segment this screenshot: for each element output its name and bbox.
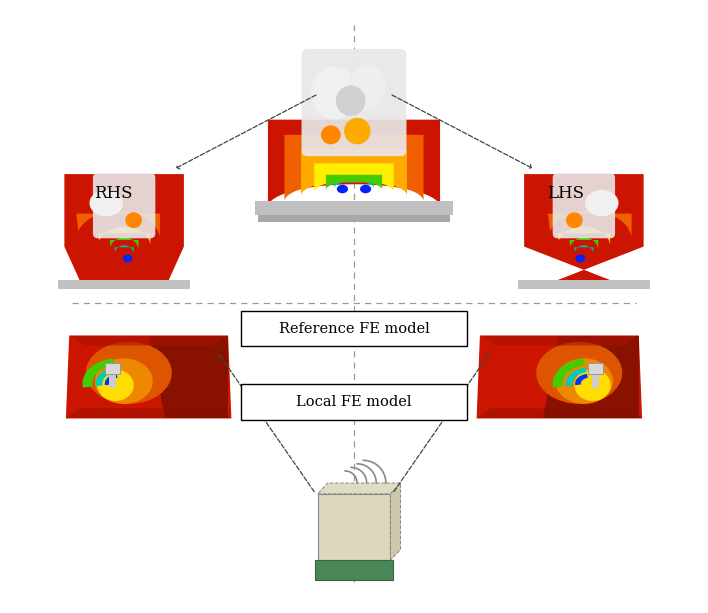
Ellipse shape	[536, 342, 622, 404]
Ellipse shape	[321, 125, 341, 144]
Ellipse shape	[360, 185, 371, 193]
Polygon shape	[326, 175, 382, 190]
Ellipse shape	[123, 254, 132, 262]
Polygon shape	[318, 483, 401, 494]
Polygon shape	[569, 237, 598, 249]
Text: LHS: LHS	[547, 185, 584, 202]
Polygon shape	[314, 163, 394, 192]
Ellipse shape	[566, 212, 583, 228]
Ellipse shape	[89, 190, 123, 216]
Polygon shape	[268, 120, 440, 207]
Ellipse shape	[555, 359, 613, 404]
FancyBboxPatch shape	[593, 367, 599, 388]
Polygon shape	[574, 245, 593, 254]
FancyBboxPatch shape	[518, 280, 650, 289]
Text: Local FE model: Local FE model	[296, 395, 412, 409]
FancyBboxPatch shape	[258, 213, 450, 223]
Polygon shape	[66, 408, 232, 418]
Polygon shape	[558, 227, 610, 245]
FancyBboxPatch shape	[241, 384, 467, 420]
FancyBboxPatch shape	[58, 280, 190, 289]
Polygon shape	[476, 408, 642, 418]
Polygon shape	[69, 336, 228, 346]
Polygon shape	[301, 150, 407, 196]
FancyBboxPatch shape	[302, 49, 406, 156]
Ellipse shape	[125, 212, 142, 228]
Polygon shape	[480, 336, 639, 346]
Polygon shape	[96, 368, 116, 386]
Polygon shape	[334, 181, 374, 188]
Ellipse shape	[344, 118, 370, 144]
Polygon shape	[110, 237, 139, 249]
FancyBboxPatch shape	[109, 367, 115, 388]
Polygon shape	[566, 368, 586, 386]
Polygon shape	[390, 483, 401, 560]
Polygon shape	[543, 336, 639, 418]
Polygon shape	[115, 245, 134, 254]
Ellipse shape	[576, 254, 585, 262]
Ellipse shape	[336, 85, 365, 116]
FancyBboxPatch shape	[588, 364, 603, 374]
FancyBboxPatch shape	[318, 494, 390, 560]
Polygon shape	[66, 336, 232, 418]
FancyBboxPatch shape	[105, 364, 120, 374]
Polygon shape	[76, 211, 160, 237]
Ellipse shape	[311, 66, 358, 120]
Polygon shape	[548, 211, 632, 237]
FancyBboxPatch shape	[255, 201, 453, 215]
Polygon shape	[149, 336, 228, 418]
FancyBboxPatch shape	[553, 173, 615, 238]
FancyBboxPatch shape	[241, 311, 467, 346]
Polygon shape	[285, 135, 423, 201]
Polygon shape	[82, 359, 115, 387]
Ellipse shape	[337, 185, 348, 193]
Polygon shape	[98, 227, 150, 245]
Polygon shape	[64, 174, 184, 286]
Ellipse shape	[95, 359, 153, 404]
Polygon shape	[524, 174, 644, 286]
Ellipse shape	[349, 64, 385, 110]
Ellipse shape	[585, 190, 619, 216]
Text: Reference FE model: Reference FE model	[279, 322, 429, 335]
FancyBboxPatch shape	[314, 560, 394, 580]
Ellipse shape	[97, 370, 134, 401]
FancyBboxPatch shape	[93, 173, 155, 238]
Polygon shape	[105, 374, 118, 385]
Polygon shape	[553, 359, 585, 387]
Polygon shape	[575, 374, 588, 385]
Polygon shape	[476, 336, 642, 418]
Text: RHS: RHS	[94, 185, 132, 202]
Ellipse shape	[86, 342, 172, 404]
Ellipse shape	[574, 370, 611, 401]
